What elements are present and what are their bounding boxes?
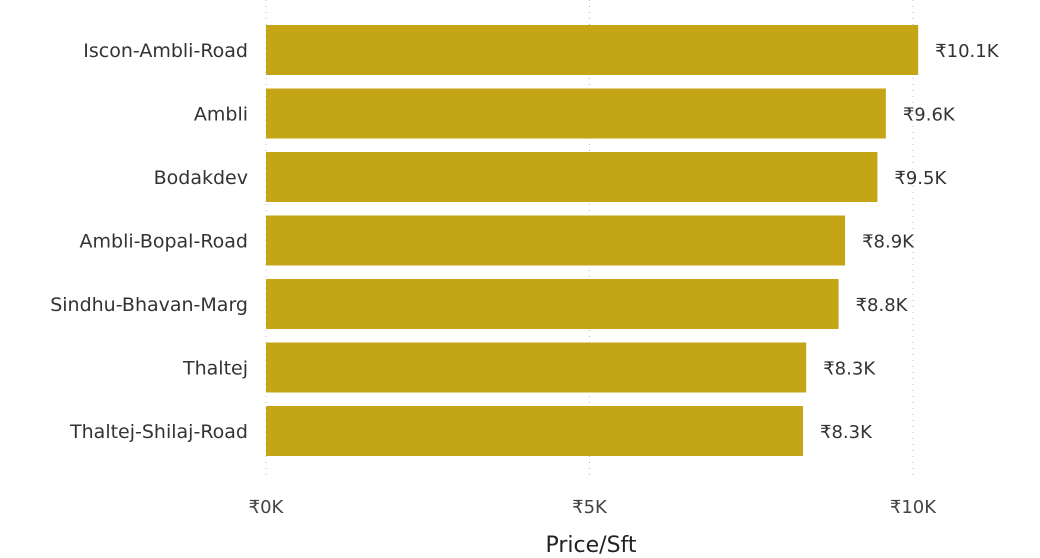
x-tick-label-0: ₹0K bbox=[249, 497, 285, 518]
category-label-6: Thaltej-Shilaj-Road bbox=[69, 421, 248, 443]
x-tick-label-1: ₹5K bbox=[572, 497, 608, 518]
data-label-0: ₹10.1K bbox=[935, 41, 1000, 62]
bars bbox=[266, 25, 919, 456]
category-labels: Iscon-Ambli-Road Ambli Bodakdev Ambli-Bopal… bbox=[50, 40, 248, 443]
category-label-0: Iscon-Ambli-Road bbox=[83, 40, 248, 62]
category-label-5: Thaltej bbox=[182, 358, 248, 380]
bar-2 bbox=[266, 152, 878, 202]
data-label-2: ₹9.5K bbox=[894, 168, 947, 189]
bar-5 bbox=[266, 342, 807, 393]
data-label-3: ₹8.9K bbox=[862, 232, 915, 253]
bar-0 bbox=[266, 25, 919, 75]
data-label-5: ₹8.3K bbox=[823, 359, 876, 380]
bar-1 bbox=[266, 88, 886, 139]
category-label-3: Ambli-Bopal-Road bbox=[80, 231, 248, 253]
x-tick-label-2: ₹10K bbox=[890, 497, 937, 518]
bar-4 bbox=[266, 279, 839, 329]
data-label-6: ₹8.3K bbox=[820, 422, 873, 443]
bar-3 bbox=[266, 215, 846, 266]
x-axis-ticks: ₹0K ₹5K ₹10K bbox=[249, 497, 938, 518]
category-label-2: Bodakdev bbox=[154, 167, 248, 189]
data-label-1: ₹9.6K bbox=[903, 105, 956, 126]
data-labels: ₹10.1K ₹9.6K ₹9.5K ₹8.9K ₹8.8K ₹8.3K ₹8.3K bbox=[820, 41, 1000, 443]
category-label-1: Ambli bbox=[194, 104, 248, 126]
x-axis-title: Price/Sft bbox=[545, 533, 636, 558]
category-label-4: Sindhu-Bhavan-Marg bbox=[50, 294, 248, 316]
data-label-4: ₹8.8K bbox=[856, 295, 909, 316]
bar-6 bbox=[266, 406, 804, 456]
